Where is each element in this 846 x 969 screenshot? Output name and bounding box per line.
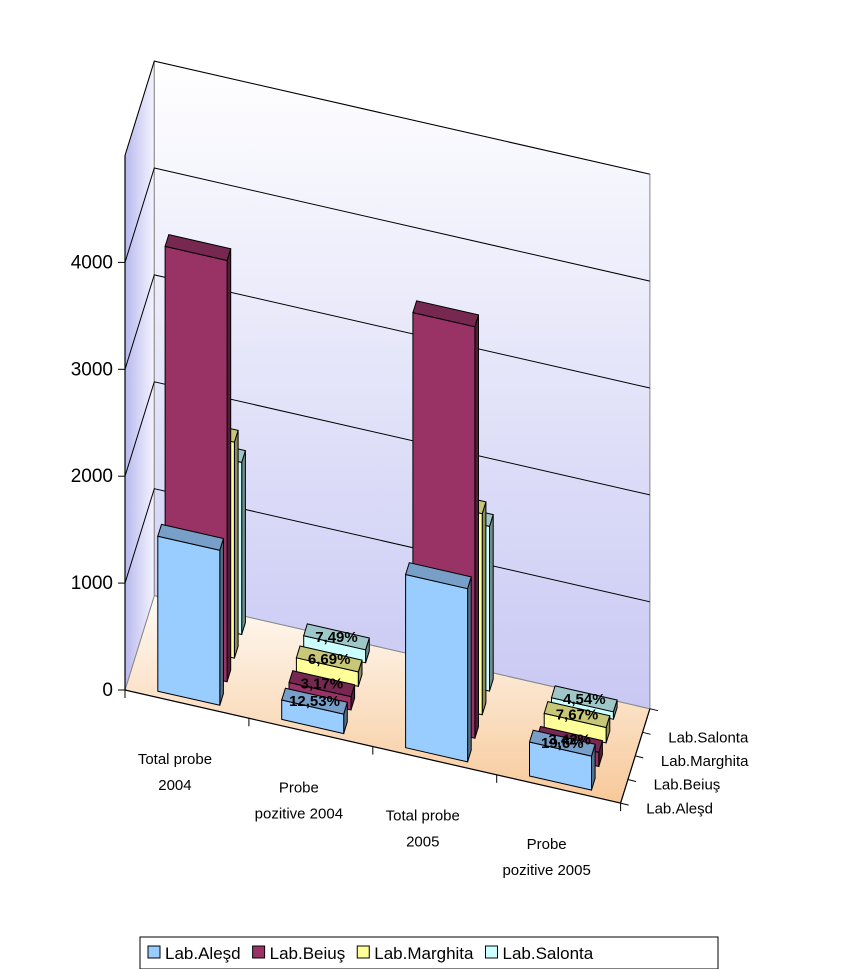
bar-side-face <box>489 514 494 692</box>
bar-front-face <box>157 535 221 706</box>
data-label: 7,49% <box>315 629 358 646</box>
bar-top-face <box>543 701 611 729</box>
bar-side-face <box>241 450 246 635</box>
y-tick-label: 0 <box>102 680 113 701</box>
bar <box>303 623 370 664</box>
gridline <box>124 381 651 496</box>
legend-label: Lab.Beiuş <box>270 944 346 963</box>
data-label: 6,69% <box>308 651 351 668</box>
bar-side-face <box>467 576 472 763</box>
legend-swatch <box>356 945 370 959</box>
bar-side-face <box>226 248 232 682</box>
category-label: Probe pozitive 2004 <box>255 779 343 822</box>
bar-top-face <box>164 234 232 262</box>
gridline <box>124 167 651 282</box>
bar-side-face <box>233 430 239 659</box>
data-label: 12,53% <box>289 693 340 710</box>
bar <box>528 729 596 791</box>
legend-item: Lab.Beiuş <box>252 944 346 963</box>
bar-front-face <box>405 573 469 763</box>
series-axis-label: Lab.Beiuş <box>654 777 721 794</box>
bar-top-face <box>404 562 472 590</box>
bar-side-face <box>219 538 224 706</box>
data-label: 3,42% <box>548 731 591 748</box>
legend-item: Lab.Marghita <box>356 944 474 963</box>
category-label: Total probe 2004 <box>138 751 212 794</box>
category-label: Probe pozitive 2005 <box>502 836 590 879</box>
gridline <box>124 274 651 389</box>
series-tick-mark <box>642 731 651 735</box>
bar <box>157 523 225 706</box>
legend-swatch <box>252 945 266 959</box>
legend-label: Lab.Aleşd <box>165 944 241 963</box>
legend-swatch <box>147 945 161 959</box>
bar <box>404 562 472 763</box>
bar-top-face <box>288 670 356 698</box>
legend-label: Lab.Marghita <box>374 944 474 963</box>
category-label: Total probe 2005 <box>386 808 460 851</box>
series-axis-label: Lab.Marghita <box>661 753 749 770</box>
legend-item: Lab.Aleşd <box>147 944 241 963</box>
bar-top-face <box>295 645 363 673</box>
series-axis-label: Lab.Salonta <box>668 730 749 747</box>
legend-label: Lab.Salonta <box>502 944 593 963</box>
y-tick-label: 2000 <box>71 466 113 487</box>
bar-top-face <box>157 523 225 551</box>
bar-top-face <box>412 300 480 328</box>
bar-top-face <box>550 685 618 713</box>
series-tick-mark <box>649 708 659 712</box>
legend-box <box>139 936 719 969</box>
data-label: 3,17% <box>301 676 344 693</box>
data-label: 7,67% <box>556 707 599 724</box>
legend-item: Lab.Salonta <box>484 944 594 963</box>
bar-side-face <box>474 314 479 739</box>
bar-top-face <box>528 729 596 757</box>
bar-top-face <box>281 687 348 715</box>
legend-swatch <box>484 945 498 959</box>
bar-side-face <box>481 501 487 715</box>
data-label: 4,54% <box>563 691 606 708</box>
gridline <box>124 60 651 175</box>
y-tick-label: 3000 <box>71 359 113 380</box>
series-tick-mark <box>620 802 629 806</box>
y-tick-label: 4000 <box>71 252 113 273</box>
bar <box>281 687 348 735</box>
y-tick-label: 1000 <box>71 573 113 594</box>
side-wall <box>124 60 155 691</box>
data-label: 19,6% <box>541 735 584 752</box>
bar-top-face <box>303 623 370 651</box>
series-axis-label: Lab.Aleşd <box>646 800 713 817</box>
series-tick-mark <box>635 755 644 759</box>
series-tick-mark <box>627 779 637 782</box>
